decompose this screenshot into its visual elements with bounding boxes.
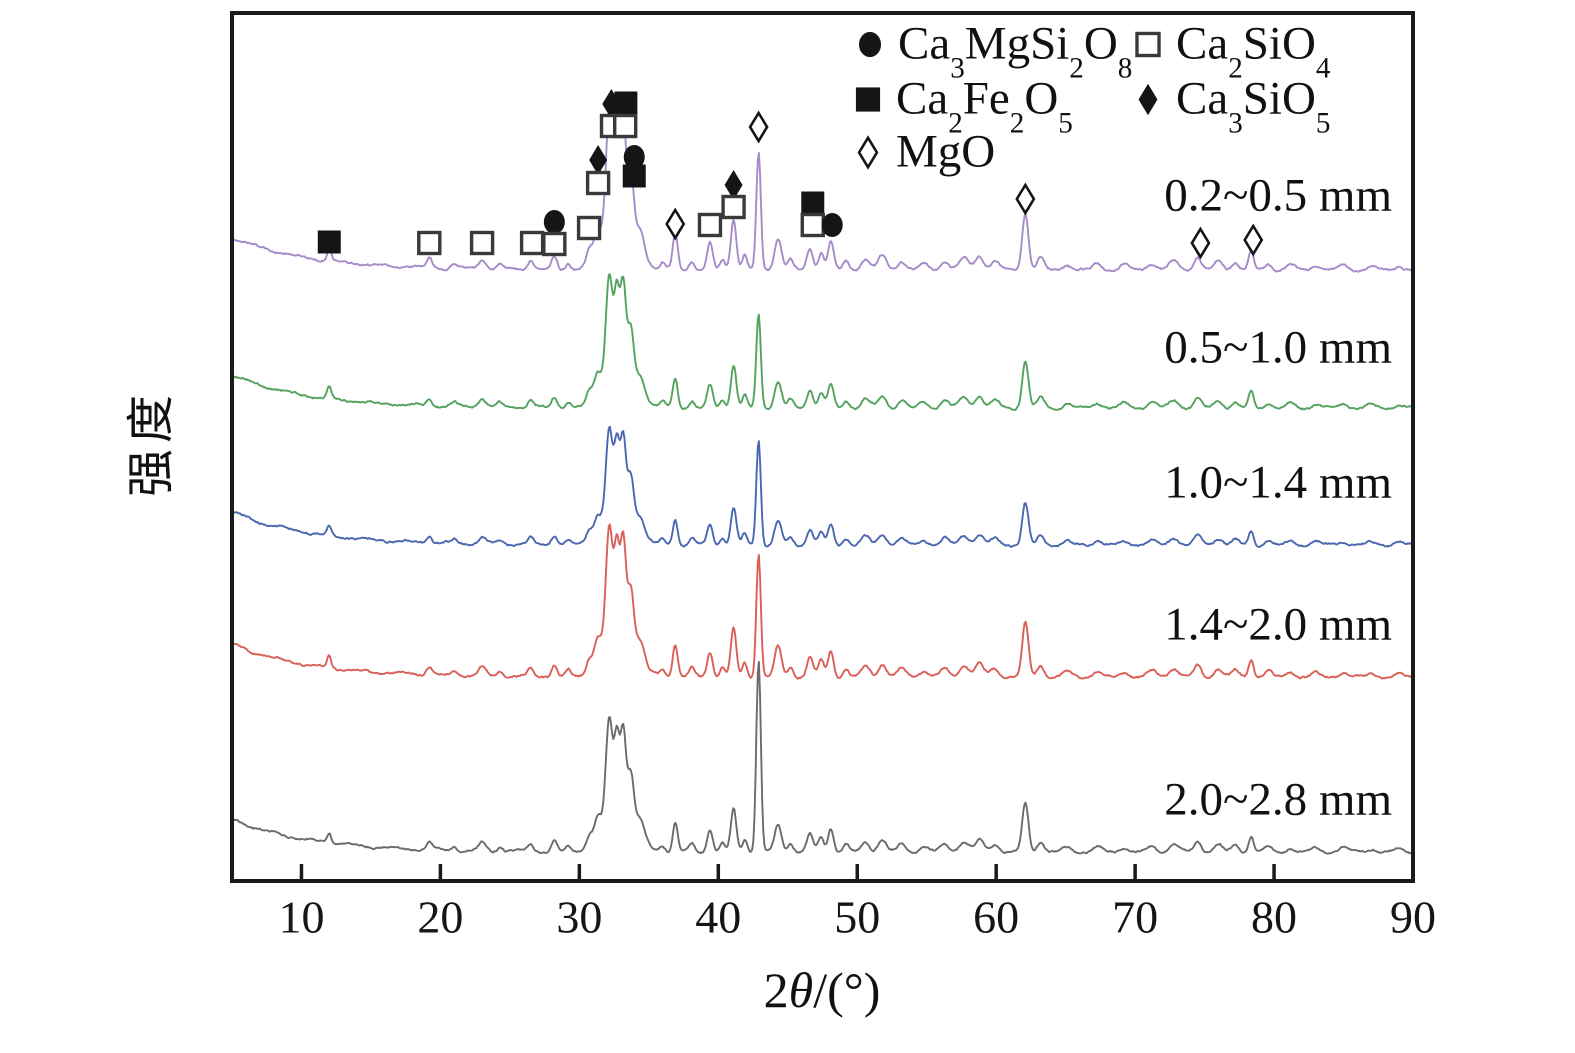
- x-tick-label: 40: [695, 892, 741, 943]
- xrd-curve-0.5-1.0-: [231, 273, 1413, 411]
- x-tick-label: 50: [834, 892, 880, 943]
- phase-marker-open-diamond: [665, 207, 686, 241]
- phase-marker-filled-diamond: [724, 170, 743, 200]
- xrd-curve-1.0-1.4-: [231, 425, 1413, 548]
- phase-marker-open-square: [542, 231, 567, 257]
- x-tick-label: 30: [556, 892, 602, 943]
- phase-marker-open-square: [469, 230, 495, 256]
- x-tick-label: 70: [1112, 892, 1158, 943]
- x-tick-label: 80: [1251, 892, 1297, 943]
- phase-marker-open-square: [585, 170, 611, 196]
- plot-frame: [230, 11, 1415, 883]
- phase-marker-open-diamond: [1015, 182, 1036, 216]
- phase-marker-open-square: [697, 212, 723, 238]
- phase-marker-filled-diamond: [589, 145, 608, 175]
- phase-marker-open-square: [417, 230, 442, 256]
- x-tick-label: 60: [973, 892, 1019, 943]
- phase-marker-filled-square: [317, 230, 341, 254]
- phase-marker-filled-circle: [821, 213, 843, 237]
- xrd-curve-1.4-2.0-: [231, 523, 1413, 680]
- x-tick-label: 20: [417, 892, 463, 943]
- phase-marker-open-diamond: [1190, 226, 1211, 260]
- phase-marker-open-square: [576, 215, 602, 241]
- phase-marker-open-square: [721, 194, 746, 220]
- x-tick-label: 10: [278, 892, 324, 943]
- phase-marker-filled-circle: [543, 210, 565, 234]
- phase-marker-open-square: [613, 113, 638, 139]
- phase-marker-open-diamond: [1243, 223, 1264, 257]
- x-tick-label: 90: [1390, 892, 1436, 943]
- phase-marker-open-diamond: [748, 110, 769, 144]
- phase-marker-filled-square: [622, 164, 646, 188]
- phase-marker-filled-square: [801, 191, 825, 215]
- phase-marker-filled-circle: [623, 145, 645, 169]
- phase-marker-filled-square: [614, 91, 638, 115]
- phase-marker-open-square: [800, 212, 825, 238]
- phase-marker-open-square: [519, 230, 545, 256]
- xrd-curve-2.0-2.8-: [231, 660, 1413, 855]
- xrd-curve-0.2-0.5-: [231, 108, 1413, 273]
